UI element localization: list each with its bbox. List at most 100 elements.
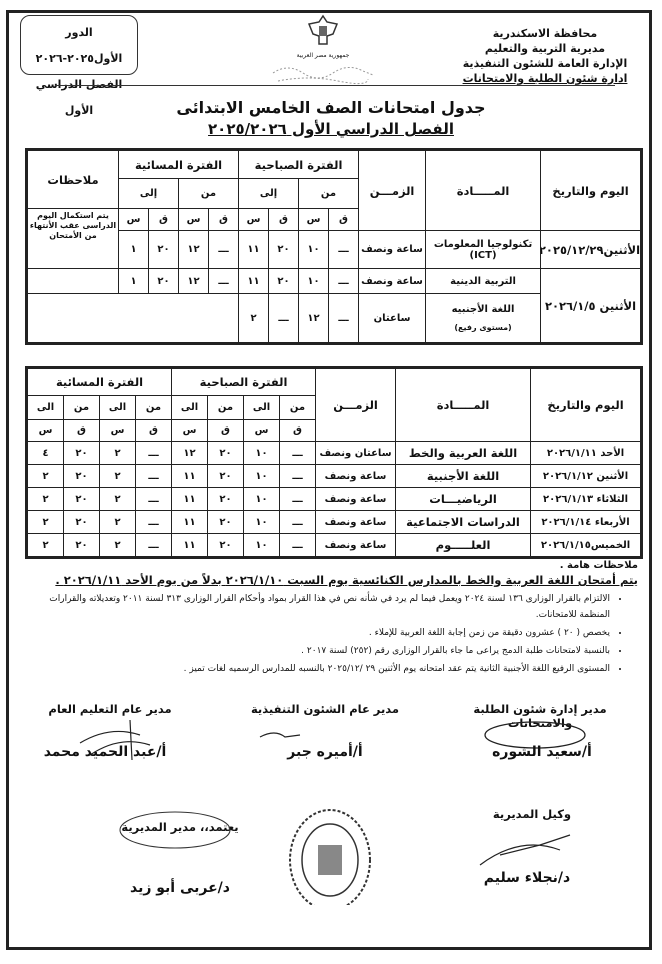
page-title: جدول امتحانات الصف الخامس الابتدائى <box>176 98 486 117</box>
header-date: اليوم والتاريخ <box>530 368 642 442</box>
notes-section: ملاحظات هامة . يتم أمتحان اللغة العربية … <box>18 560 638 679</box>
header-subject: المـــــادة <box>425 150 542 231</box>
table-row: الأثنين ٢٠٢٦/١/٥ التربية الدينية ساعة ون… <box>27 268 642 343</box>
time-value: ٢ <box>26 464 65 488</box>
header-to: الى <box>171 395 209 420</box>
table-row: اللغة الأجنبيه (مستوى رفيع) ساعتان ـــ ١٢… <box>26 293 641 343</box>
time-value: ٢ <box>99 510 137 534</box>
time-cell: ساعة ونصف <box>315 533 397 557</box>
header-notes: ملاحظات <box>27 150 119 209</box>
time-value: ١١ <box>171 510 209 534</box>
time-value: ١٢ <box>178 268 210 294</box>
header-from: من <box>178 178 240 209</box>
time-value: ـــ <box>135 487 173 511</box>
time-value: ـــ <box>279 464 317 488</box>
table-row: الأحد ٢٠٢٦/١/١١ اللغة العربية والخط ساعتان… <box>26 441 642 465</box>
date-cell: الثلاثاء ٢٠٢٦/١/١٣ <box>530 487 642 511</box>
time-value: ١٠ <box>243 441 281 465</box>
note-item: يخصص ( ٢٠ ) عشرون دقيقة من زمن إجابة الل… <box>18 625 610 641</box>
header-minute: ق <box>328 208 360 231</box>
subject-note: (ICT) <box>469 249 497 261</box>
notes-cell <box>27 268 119 294</box>
time-value: ١٠ <box>243 510 281 534</box>
header-from: من <box>63 395 101 420</box>
time-value: ٢٠ <box>268 268 300 294</box>
note-item: المستوى الرفيع اللغة الأجنبية الثانية يت… <box>18 661 610 677</box>
note-item: الالتزام بالقرار الوزارى ١٣٦ لسنة ٢٠٢٤ و… <box>18 591 610 623</box>
time-value: ٢٠ <box>148 268 180 294</box>
time-value: ١٠ <box>298 268 330 294</box>
notes-cell: يتم استكمال اليوم الدراسى عقب الأنتهاء م… <box>27 208 119 269</box>
org-line: محافظة الاسكندرية <box>492 27 598 40</box>
time-value: ٢٠ <box>268 230 300 269</box>
time-value: ٢٠ <box>207 487 245 511</box>
signature-title: مدير عام الشئون التنفيذية <box>250 702 400 716</box>
time-cell: ساعتان ونصف <box>315 441 397 465</box>
exam-table-2: اليوم والتاريخ المـــــادة الزمـــن الفت… <box>24 366 644 559</box>
header-minute: ق <box>279 419 317 442</box>
time-value: ٢ <box>99 533 137 557</box>
header-minute: ق <box>207 419 245 442</box>
handwritten-signatures <box>79 719 586 761</box>
time-value: ـــ <box>279 533 317 557</box>
header-to: الى <box>99 395 137 420</box>
time-value: ـــ <box>135 510 173 534</box>
subject-cell: اللغة الأجنبيه (مستوى رفيع) <box>425 293 542 343</box>
header-evening: الفترة المسائية <box>26 368 173 396</box>
time-value: ١ <box>117 268 150 294</box>
subject-cell: اللغة العربية والخط <box>395 441 532 465</box>
time-value: ١ <box>117 230 150 269</box>
time-value: ـــ <box>279 441 317 465</box>
time-value: ١١ <box>238 268 270 294</box>
time-value: ـــ <box>208 230 240 269</box>
time-value: ١٠ <box>243 533 281 557</box>
time-value: ١٠ <box>298 230 330 269</box>
table-row: الخميس٢٠٢٦/١/١٥ العلـــــوم ساعة ونصف ـــ ١٠… <box>26 533 642 557</box>
time-value: ٢٠ <box>207 464 245 488</box>
time-value: ١٢ <box>178 230 210 269</box>
signature-name: د/نجلاء سليم <box>483 870 571 886</box>
signature-name: د/عربى أبو زيد <box>130 880 230 896</box>
time-value: ١١ <box>171 487 209 511</box>
org-line: الإدارة العامة للشئون التنفيذية <box>462 57 628 70</box>
header-divider <box>55 85 615 86</box>
header-to: إلى <box>117 178 180 209</box>
header-morning: الفترة الصباحية <box>238 150 360 179</box>
header-to: الى <box>243 395 281 420</box>
header-hour: س <box>26 419 65 442</box>
header-minute: ق <box>135 419 173 442</box>
time-value: ٢٠ <box>207 510 245 534</box>
date-cell: الخميس٢٠٢٦/١/١٥ <box>530 533 642 557</box>
subject-cell: الرياضيـــات <box>395 487 532 511</box>
time-cell: ساعتان <box>358 293 427 343</box>
header-hour: س <box>243 419 281 442</box>
table-row: الأثنين٢٠٢٥/١٢/٢٩ تكنولوجيا المعلومات (IC… <box>28 230 642 269</box>
time-value: ١٢ <box>298 293 330 343</box>
time-value: ٢٠ <box>63 441 101 465</box>
time-value: ١٠ <box>243 487 281 511</box>
time-value: ١١ <box>171 464 209 488</box>
time-value: ٤ <box>26 441 65 465</box>
time-cell: ساعة ونصف <box>358 230 427 269</box>
time-value: ـــ <box>328 293 360 343</box>
time-value: ـــ <box>135 533 173 557</box>
official-stamp-icon <box>119 809 571 905</box>
signature-title: يعتمد،، مدير المديرية <box>121 820 239 834</box>
round-label: الدور الأول٢٠٢٥-٢٠٢٦ <box>35 26 123 65</box>
header-time: الزمـــن <box>358 150 427 231</box>
time-value: ١١ <box>171 533 209 557</box>
signature-name: أ/أميره جبر <box>287 744 363 760</box>
time-value: ١٢ <box>171 441 209 465</box>
time-value: ٢٠ <box>63 533 101 557</box>
header-date: اليوم والتاريخ <box>540 150 642 231</box>
time-value: ـــ <box>135 464 173 488</box>
header-minute: ق <box>148 208 180 231</box>
subject-name: تكنولوجيا المعلومات <box>433 238 533 250</box>
header-minute: ق <box>268 208 300 231</box>
time-value: ـــ <box>328 230 360 269</box>
note-item: بالنسبة لامتحانات طلبة الدمج يراعى ما جا… <box>18 643 610 659</box>
signature-title: وكيل المديرية <box>492 807 572 821</box>
time-value: ـــ <box>279 487 317 511</box>
header-hour: س <box>238 208 270 231</box>
date-cell: الأربعاء ٢٠٢٦/١/١٤ <box>530 510 642 534</box>
